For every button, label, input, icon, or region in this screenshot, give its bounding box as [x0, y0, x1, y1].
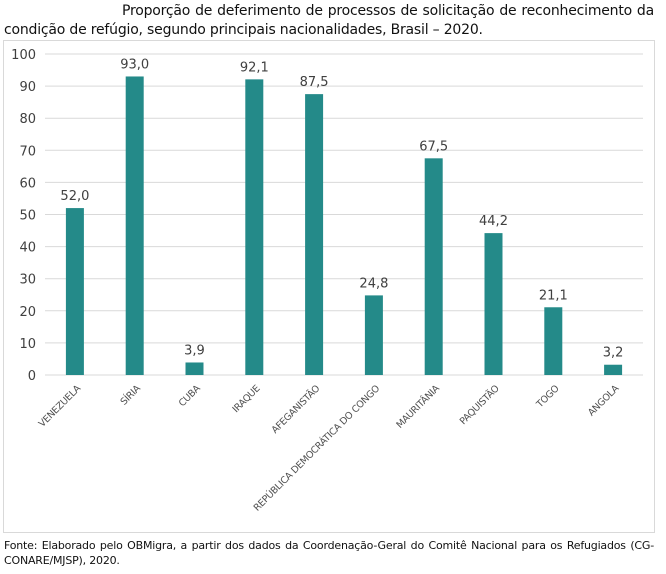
- data-label: 93,0: [120, 57, 149, 72]
- y-tick-label: 40: [19, 241, 36, 256]
- y-tick-label: 0: [28, 369, 36, 384]
- x-tick-label: MAURITÂNIA: [394, 382, 443, 431]
- x-tick-label: IRAQUE: [231, 383, 263, 415]
- data-label: 87,5: [300, 75, 329, 90]
- data-label: 67,5: [419, 139, 448, 154]
- data-label: 52,0: [60, 189, 89, 204]
- bar: [65, 208, 84, 375]
- bar: [424, 158, 443, 375]
- bar: [125, 76, 144, 375]
- bar: [544, 307, 563, 375]
- y-tick-label: 10: [19, 337, 36, 352]
- data-label: 24,8: [359, 276, 388, 291]
- bar: [305, 94, 324, 375]
- x-tick-label: VENEZUELA: [37, 383, 84, 430]
- source-note: Fonte: Elaborado pelo OBMigra, a partir …: [4, 539, 654, 567]
- y-tick-label: 80: [19, 112, 36, 127]
- y-tick-label: 30: [19, 273, 36, 288]
- y-tick-label: 60: [19, 176, 36, 191]
- y-tick-label: 70: [19, 144, 36, 159]
- bar: [245, 79, 264, 375]
- x-tick-label: SÍRIA: [118, 382, 143, 407]
- data-label: 21,1: [539, 288, 568, 303]
- y-tick-label: 20: [19, 305, 36, 320]
- bar: [484, 233, 503, 375]
- x-tick-label: AFEGANISTÃO: [270, 383, 323, 436]
- chart-frame: [3, 40, 655, 533]
- y-tick-label: 100: [11, 48, 36, 63]
- data-label: 3,2: [603, 346, 624, 361]
- x-tick-label: ANGOLA: [586, 383, 622, 419]
- x-tick-label: PAQUISTÃO: [458, 383, 502, 427]
- chart-title: Proporção de deferimento de processos de…: [4, 3, 654, 38]
- data-label: 3,9: [184, 343, 205, 358]
- data-label: 44,2: [479, 214, 508, 229]
- bar: [604, 364, 623, 375]
- y-tick-label: 90: [19, 80, 36, 95]
- bar: [185, 362, 204, 375]
- bar: [364, 295, 383, 375]
- x-tick-label: REPÚBLICA DEMOCRÁTICA DO CONGO: [251, 383, 382, 514]
- y-tick-label: 50: [19, 209, 36, 224]
- x-tick-label: TOGO: [534, 383, 562, 411]
- x-tick-label: CUBA: [177, 383, 203, 409]
- data-label: 92,1: [240, 60, 269, 75]
